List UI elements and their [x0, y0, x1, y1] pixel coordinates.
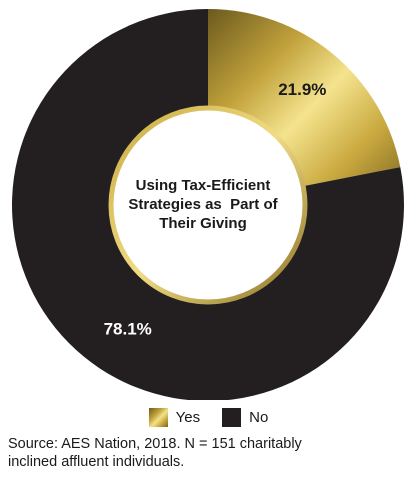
source-line-2: inclined affluent individuals.: [8, 454, 185, 470]
legend-swatch-yes: [148, 408, 168, 427]
slice-no: [12, 9, 404, 400]
legend-item-no: No: [222, 408, 268, 427]
donut-chart: 21.9% 78.1%: [12, 9, 404, 400]
legend-swatch-no: [222, 408, 242, 427]
center-ring: [108, 105, 308, 305]
slice-label-no: 78.1%: [104, 319, 152, 338]
center-title-line-3: Their Giving: [159, 215, 247, 232]
source-line-1: Source: AES Nation, 2018. N = 151 charit…: [8, 436, 302, 452]
legend: Yes No: [0, 408, 417, 427]
legend-label-no: No: [249, 409, 269, 426]
center-title-line-2: Strategies as Part of: [128, 196, 278, 213]
slice-label-yes: 21.9%: [278, 80, 326, 99]
center-title-line-1: Using Tax-Efficient: [135, 177, 271, 194]
legend-label-yes: Yes: [175, 409, 201, 426]
center-title: Using Tax-Efficient Strategies as Part o…: [118, 176, 288, 233]
legend-item-yes: Yes: [148, 408, 201, 427]
source-note: Source: AES Nation, 2018. N = 151 charit…: [8, 435, 408, 471]
